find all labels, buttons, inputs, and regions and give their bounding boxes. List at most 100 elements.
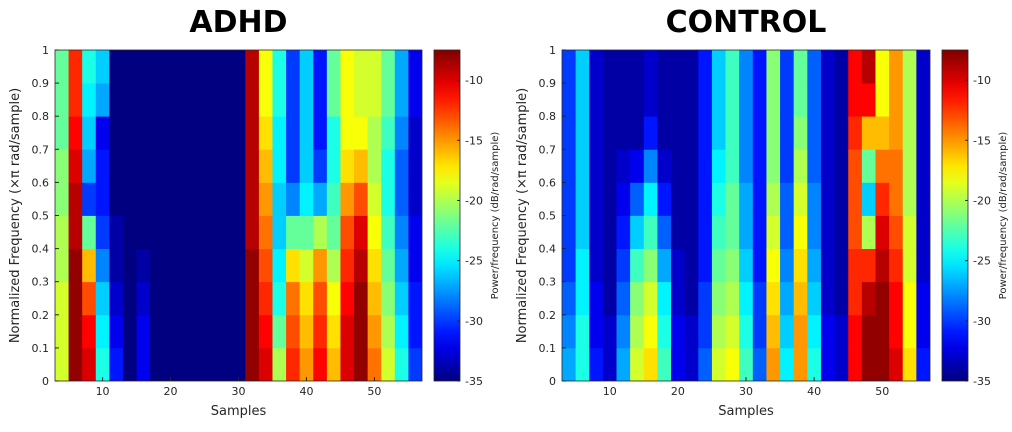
heat-cell [902,83,917,117]
heat-cell [875,281,890,316]
heat-cell [793,281,808,316]
heat-cell [109,83,124,117]
heat-cell [163,281,178,316]
heat-cell [725,182,740,216]
heat-cell [602,149,617,183]
heat-cell [122,182,137,216]
heat-cell [299,314,314,349]
heat-cell [834,149,849,183]
heat-cell [657,215,672,249]
heat-cell [177,83,192,117]
heat-cell [875,149,890,183]
heat-cell [766,281,781,316]
heat-cell [616,83,631,117]
y-tick-label: 1 [549,44,556,57]
heat-cell [848,83,863,117]
heat-cell [245,281,260,316]
heat-cell [190,116,205,150]
heat-cell [848,281,863,316]
heat-cell [231,215,246,249]
heat-cell [326,314,341,349]
heat-cell [671,50,686,84]
heat-cell [272,182,287,216]
heat-cell [218,83,233,117]
heat-cell [739,83,754,117]
heat-cell [245,149,260,183]
heat-cell [807,182,822,216]
colorbar-tick-label: -25 [465,255,483,268]
heat-cell [616,281,631,316]
heat-cell [739,347,754,381]
heat-cell [807,83,822,117]
heat-cell [55,83,69,117]
heat-cell [190,149,205,183]
heat-cell [643,149,658,183]
heat-cell [630,50,645,84]
heat-cell [231,50,246,84]
heat-cell [95,281,110,316]
x-tick-label: 50 [367,385,381,398]
heat-cell [367,149,382,183]
heat-cell [231,149,246,183]
heat-cell [299,116,314,150]
heat-cell [286,83,301,117]
heat-cell [163,347,178,381]
heat-cell [671,83,686,117]
y-tick-label: 0.6 [539,176,557,189]
heat-cell [820,50,835,84]
heat-cell [861,50,876,84]
heat-cell [589,116,604,150]
heat-cell [163,314,178,349]
heat-cell [177,314,192,349]
heat-cell [204,149,219,183]
heat-cell [848,116,863,150]
heat-cell [657,149,672,183]
heat-cell [163,182,178,216]
heat-cell [725,50,740,84]
heat-cell [354,347,369,381]
heat-cell [95,149,110,183]
heat-cell [394,116,409,150]
heat-cell [848,50,863,84]
colorbar-label: Power/frequency (dB/rad/sample) [490,132,501,300]
heat-cell [109,50,124,84]
heat-cell [820,149,835,183]
heat-cell [807,314,822,349]
heat-cell [286,149,301,183]
heat-cell [657,281,672,316]
heat-cell [602,215,617,249]
heat-cell [752,314,767,349]
heat-cell [793,182,808,216]
heat-cell [218,215,233,249]
heat-cell [889,215,904,249]
heat-cell [616,50,631,84]
heat-cell [394,281,409,316]
heat-cell [630,347,645,381]
heat-cell [354,248,369,283]
heat-cell [684,248,699,283]
heat-cell [299,50,314,84]
heat-cell [95,215,110,249]
heat-cell [313,50,328,84]
heat-cell [258,83,273,117]
heat-cell [313,347,328,381]
heat-cell [109,182,124,216]
heat-cell [602,83,617,117]
heat-cell [258,182,273,216]
heat-cell [286,215,301,249]
heat-cell [766,215,781,249]
heat-cell [575,314,590,349]
heat-cell [834,182,849,216]
heat-cell [367,248,382,283]
heat-cell [258,116,273,150]
heat-cell [408,116,422,150]
heat-cell [299,281,314,316]
heat-cell [602,50,617,84]
y-tick-label: 0.7 [539,143,557,156]
heat-cell [916,347,930,381]
heat-cell [272,116,287,150]
heat-cell [875,347,890,381]
heat-cell [657,314,672,349]
heat-cell [299,149,314,183]
heat-cell [562,50,577,84]
